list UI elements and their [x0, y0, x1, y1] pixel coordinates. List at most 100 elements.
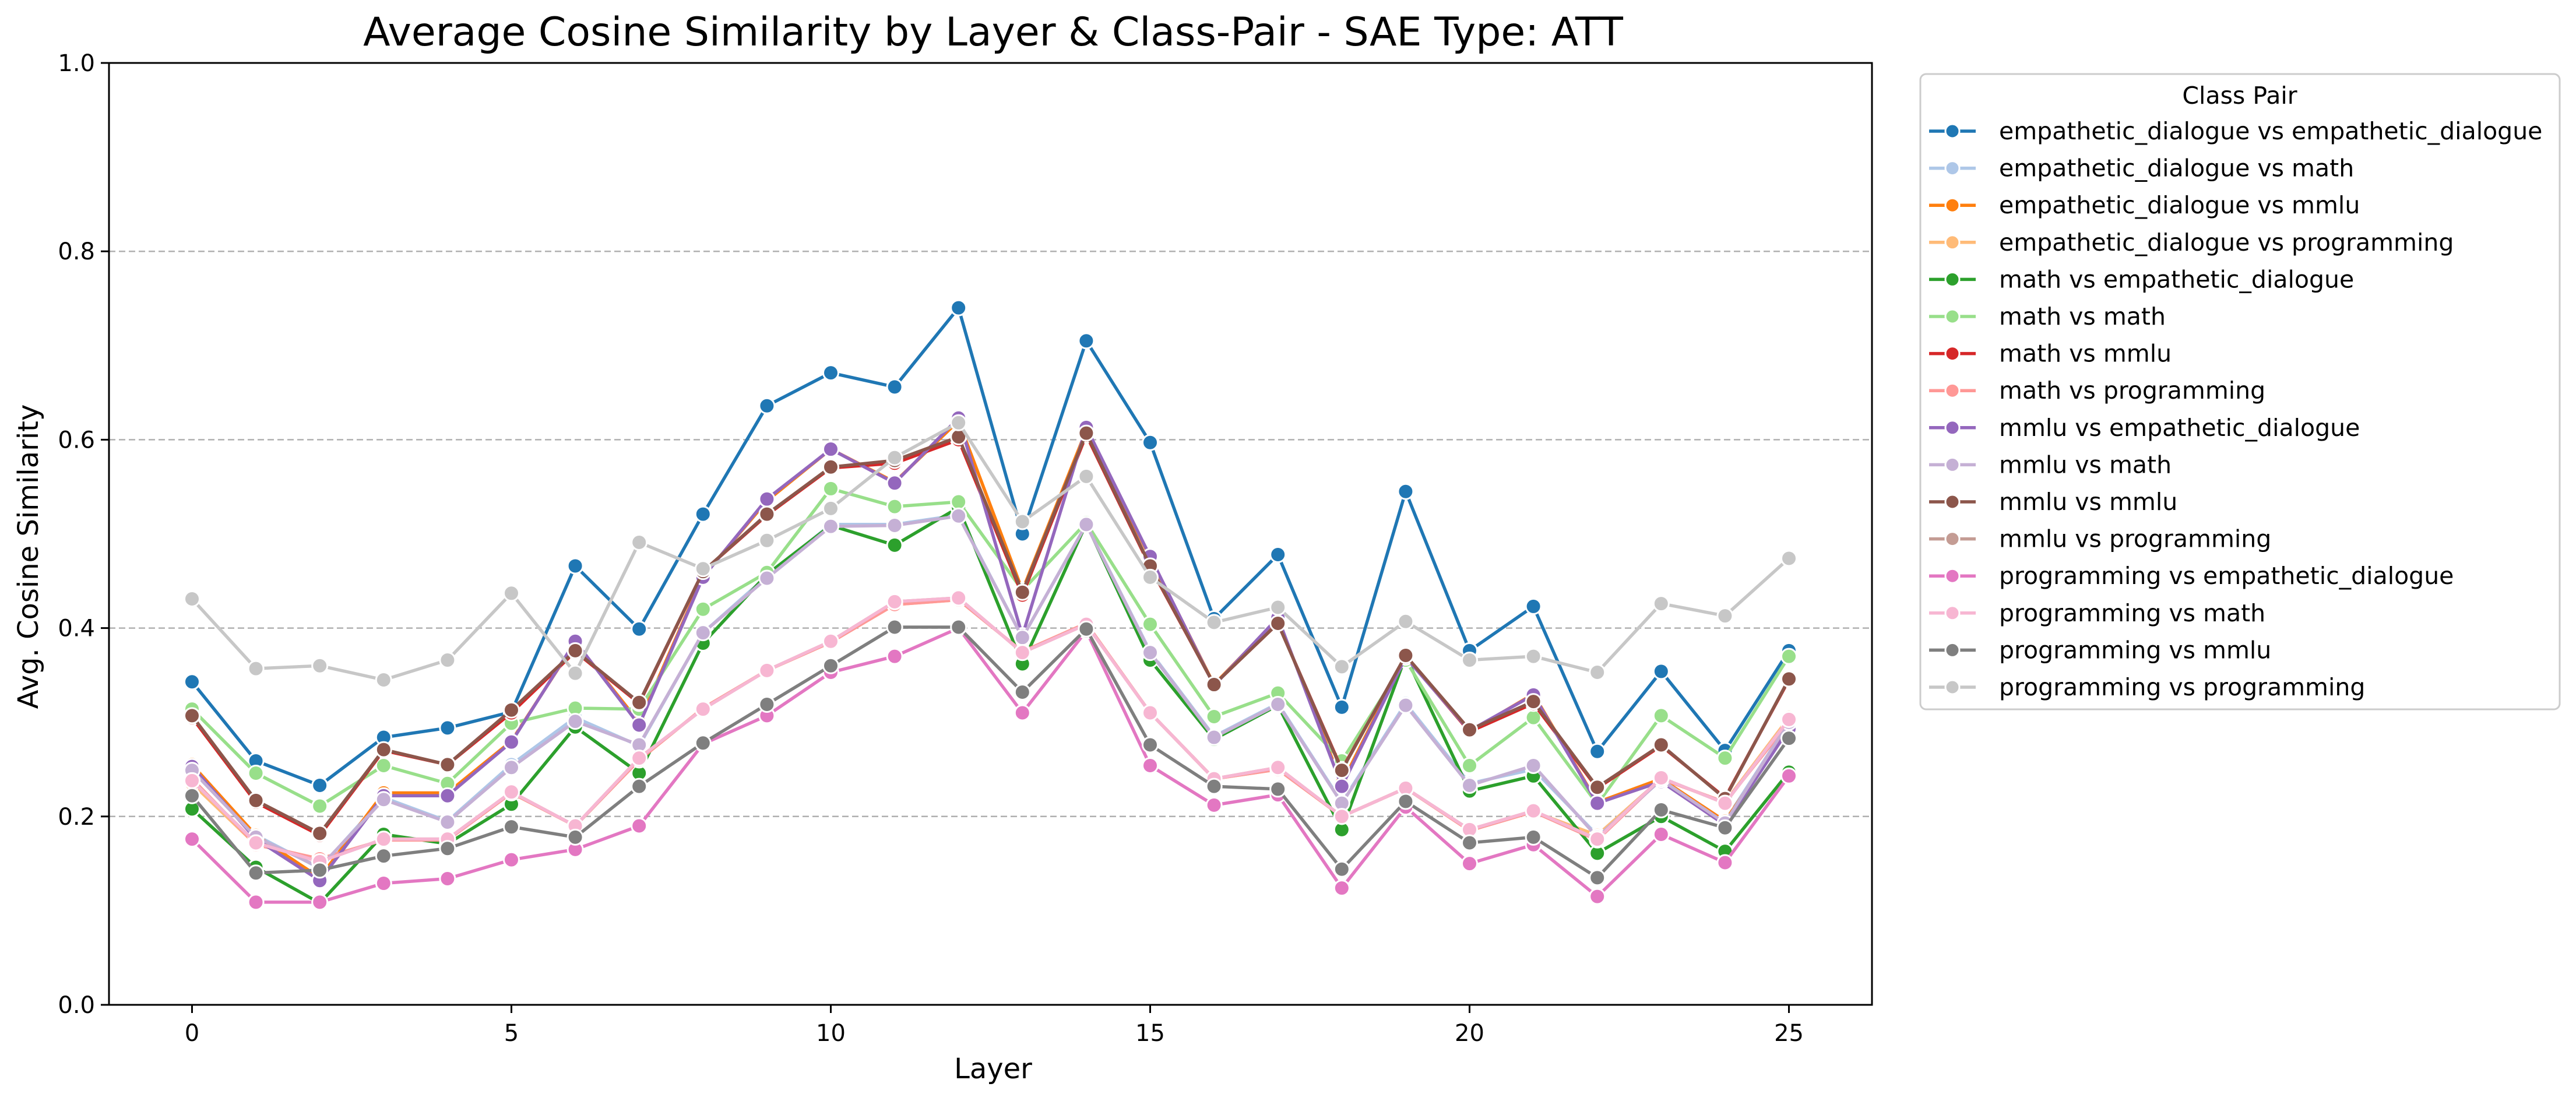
legend-label: empathetic_dialogue vs empathetic_dialog…	[1999, 117, 2542, 145]
data-point	[439, 787, 456, 804]
data-point	[886, 516, 903, 534]
data-point	[758, 490, 776, 508]
data-point	[886, 618, 903, 636]
data-point	[183, 787, 200, 804]
legend-marker	[1944, 679, 1961, 695]
series-line	[191, 306, 1790, 787]
data-point	[1205, 614, 1223, 631]
data-point	[1205, 796, 1223, 814]
legend-item: programming vs programming	[1929, 673, 2365, 701]
data-point	[1078, 424, 1095, 442]
legend-label: mmlu vs mmlu	[1999, 488, 2177, 516]
data-point	[1269, 695, 1287, 713]
data-point	[1589, 888, 1606, 905]
data-point	[311, 776, 329, 794]
data-point	[1461, 834, 1479, 852]
legend-item: empathetic_dialogue vs math	[1929, 154, 2354, 182]
data-point	[631, 750, 648, 767]
data-point	[566, 642, 584, 659]
data-point	[247, 764, 265, 782]
data-point	[950, 618, 967, 636]
series-line	[191, 506, 1790, 905]
y-tick-label: 0.0	[58, 992, 95, 1019]
legend-item: mmlu vs mmlu	[1929, 488, 2177, 516]
data-point	[1780, 730, 1798, 747]
data-point	[758, 695, 776, 713]
data-point	[1652, 663, 1670, 680]
legend-item: mmlu vs math	[1929, 451, 2172, 479]
data-point	[566, 664, 584, 682]
data-point	[631, 778, 648, 795]
legend-item: math vs empathetic_dialogue	[1929, 265, 2354, 293]
data-point	[1461, 776, 1479, 794]
legend-item: empathetic_dialogue vs mmlu	[1929, 191, 2360, 219]
legend-marker	[1944, 420, 1961, 436]
data-point	[1142, 434, 1159, 451]
data-point	[439, 719, 456, 737]
data-point	[1205, 778, 1223, 795]
data-point	[631, 534, 648, 551]
data-point	[1013, 629, 1031, 646]
data-point	[822, 657, 839, 674]
data-point	[758, 397, 776, 414]
legend-marker	[1944, 568, 1961, 584]
data-point	[311, 825, 329, 842]
data-point	[1780, 550, 1798, 567]
legend-label: math vs programming	[1999, 377, 2265, 404]
legend-label: programming vs math	[1999, 599, 2265, 627]
legend-item: programming vs mmlu	[1929, 636, 2271, 664]
data-point	[247, 894, 265, 911]
legend-label: programming vs empathetic_dialogue	[1999, 562, 2454, 590]
series-group	[183, 480, 1798, 815]
data-point	[1525, 693, 1542, 710]
data-point	[375, 847, 392, 865]
legend-item: math vs mmlu	[1929, 340, 2172, 368]
data-point	[1461, 721, 1479, 738]
legend-marker	[1944, 160, 1961, 177]
series-line	[191, 596, 1790, 864]
data-point	[1205, 676, 1223, 694]
data-point	[1142, 704, 1159, 722]
data-point	[1269, 599, 1287, 616]
data-point	[375, 875, 392, 892]
legend-marker	[1944, 123, 1961, 139]
legend-marker	[1944, 531, 1961, 547]
data-point	[631, 694, 648, 711]
data-point	[1013, 583, 1031, 601]
legend-marker	[1944, 456, 1961, 473]
legend: Class Pair empathetic_dialogue vs empath…	[1919, 73, 2561, 710]
data-point	[375, 791, 392, 808]
x-tick-label: 15	[1135, 1020, 1165, 1047]
data-point	[694, 624, 712, 642]
series-line	[191, 626, 1790, 904]
legend-marker	[1944, 382, 1961, 399]
data-point	[1780, 648, 1798, 665]
x-axis-label: Layer	[954, 1053, 1032, 1085]
data-point	[375, 741, 392, 758]
series-line	[191, 514, 1790, 869]
data-point	[1078, 467, 1095, 485]
data-point	[1652, 736, 1670, 754]
legend-label: math vs empathetic_dialogue	[1999, 265, 2354, 293]
data-point	[1078, 332, 1095, 350]
data-point	[183, 772, 200, 789]
data-point	[375, 671, 392, 688]
legend-frame	[1919, 73, 2561, 710]
data-point	[1333, 658, 1350, 676]
legend-marker	[1944, 234, 1961, 251]
x-tick-label: 20	[1455, 1020, 1484, 1047]
data-point	[1078, 620, 1095, 638]
legend-item: empathetic_dialogue vs programming	[1929, 228, 2454, 256]
data-point	[1525, 828, 1542, 846]
data-point	[1716, 854, 1734, 871]
data-point	[694, 505, 712, 523]
data-point	[886, 593, 903, 610]
legend-item: programming vs math	[1929, 599, 2265, 627]
series-group	[183, 618, 1798, 887]
series-layer	[183, 299, 1798, 912]
legend-item: empathetic_dialogue vs empathetic_dialog…	[1929, 117, 2542, 145]
data-point	[439, 813, 456, 831]
data-point	[1589, 831, 1606, 848]
data-point	[1333, 762, 1350, 779]
